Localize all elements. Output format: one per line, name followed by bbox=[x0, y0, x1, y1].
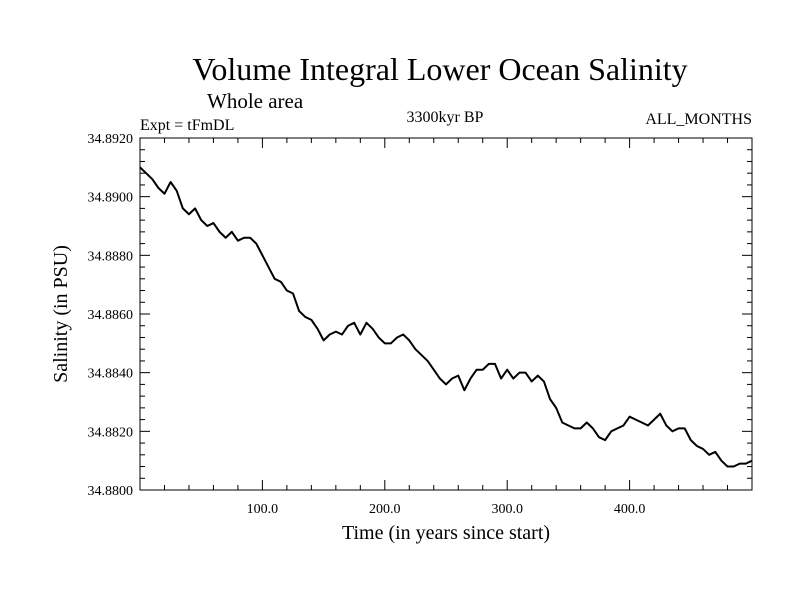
chart-title: Volume Integral Lower Ocean Salinity bbox=[192, 51, 687, 87]
y-tick-label: 34.8840 bbox=[88, 367, 134, 382]
experiment-label: Expt = tFmDL bbox=[140, 117, 234, 134]
months-label: ALL_MONTHS bbox=[645, 111, 752, 128]
x-axis-label: Time (in years since start) bbox=[342, 522, 550, 544]
y-axis-label: Salinity (in PSU) bbox=[50, 245, 72, 383]
plot-frame bbox=[139, 137, 753, 491]
x-tick-label: 200.0 bbox=[369, 502, 401, 517]
x-tick-label: 400.0 bbox=[614, 502, 646, 517]
x-tick-label: 100.0 bbox=[247, 502, 279, 517]
y-tick-label: 34.8860 bbox=[88, 308, 134, 323]
y-tick-label: 34.8800 bbox=[88, 484, 134, 499]
y-tick-label: 34.8900 bbox=[88, 191, 134, 206]
y-tick-label: 34.8820 bbox=[88, 425, 134, 440]
salinity-series-line bbox=[139, 166, 753, 468]
y-tick-label: 34.8920 bbox=[88, 132, 134, 147]
chart-subtitle: Whole area bbox=[207, 89, 304, 113]
x-tick-label: 300.0 bbox=[491, 502, 523, 517]
y-tick-label: 34.8880 bbox=[88, 249, 134, 264]
period-label: 3300kyr BP bbox=[407, 109, 484, 126]
